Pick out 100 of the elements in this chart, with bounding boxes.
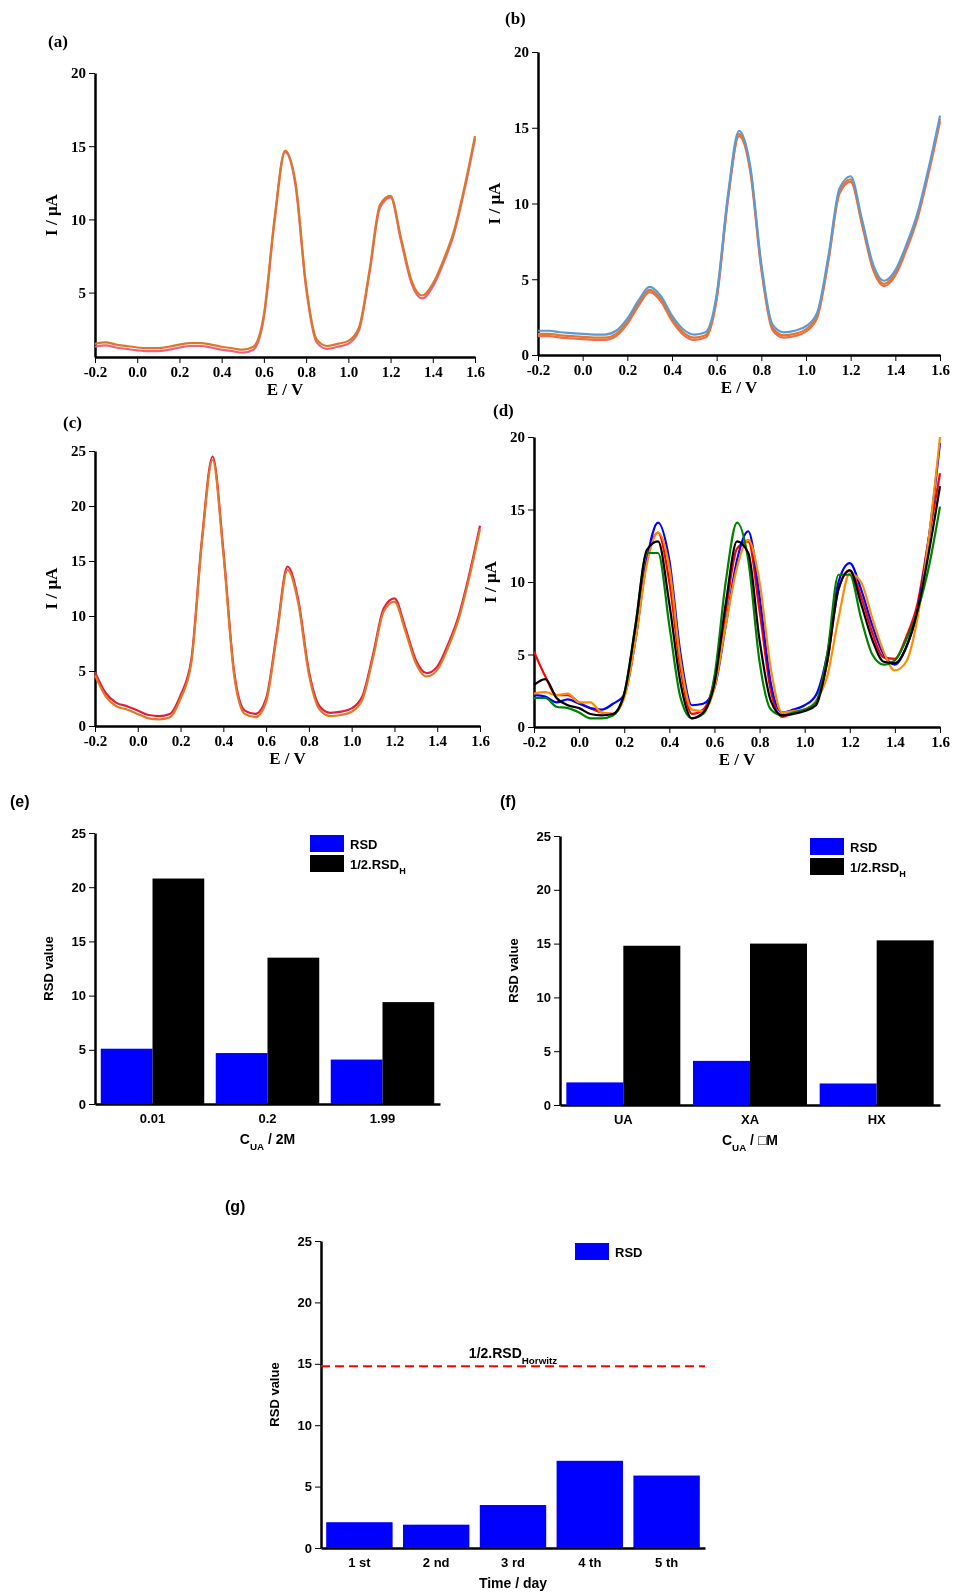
y-tick-label: 15 [514,120,529,137]
x-tick-label: 0.4 [214,732,234,749]
y-tick-label: 5 [78,663,86,680]
x-tick-label: 0.4 [660,733,680,750]
y-tick-label: 15 [71,138,86,155]
x-tick-label: 1.6 [931,361,951,378]
x-tick-label: 1.2 [841,361,861,378]
y-tick-label: 15 [71,553,86,570]
x-tick-label: 1.6 [931,733,951,750]
x-tick-label: -0.2 [83,732,108,749]
y-tick-label: 15 [71,934,86,950]
x-tick-label: 2 nd [422,1555,450,1571]
x-tick-label: 1 st [348,1555,372,1571]
chart-title: (g) [225,1198,246,1215]
x-tick-label: 0.0 [128,732,148,749]
x-tick-label: 1.2 [840,733,860,750]
x-tick-label: 0.0 [573,361,593,378]
x-tick-label: 1.6 [471,732,491,749]
x-tick-label: 0.4 [663,361,683,378]
x-tick-label: 1.0 [342,732,362,749]
y-tick-label: 15 [536,936,551,952]
x-tick-label: 0.2 [615,733,635,750]
y-tick-label: 20 [71,498,86,515]
y-tick-label: 0 [521,347,529,364]
y-tick-label: 20 [71,65,86,82]
legend-label: RSD [615,1245,643,1260]
x-axis-title: C$_{UA}$ / 2M [239,1131,296,1152]
y-tick-label: 15 [510,501,525,518]
x-axis-title: E / V [720,378,758,397]
x-tick-label: HX [867,1112,887,1128]
x-tick-label: 4 th [578,1555,602,1571]
x-tick-label: 1.2 [385,732,405,749]
y-tick-label: 20 [514,44,529,61]
x-tick-label: 0.0 [128,363,148,380]
y-tick-label: 5 [304,1479,312,1495]
x-tick-label: 1.2 [381,363,401,380]
y-axis-title: I / μA [481,560,500,603]
x-tick-label: 3 rd [501,1555,525,1571]
y-tick-label: 20 [297,1295,312,1311]
y-tick-label: 0 [543,1097,551,1113]
x-axis-title: E / V [718,750,756,769]
x-tick-label: 0.8 [300,732,319,749]
x-tick-label: XA [740,1112,760,1128]
x-axis-title: Time / day [478,1575,548,1591]
y-tick-label: 0 [304,1540,312,1556]
x-tick-label: 5 th [655,1555,679,1571]
x-tick-label: 0.8 [297,363,316,380]
chart-title: (c) [63,413,82,432]
x-tick-label: -0.2 [526,361,551,378]
x-tick-label: 1.0 [795,733,815,750]
y-tick-label: 15 [297,1356,312,1372]
x-tick-label: 1.0 [797,361,816,378]
legend-label: 1/2.RSD$_{H}$ [850,860,906,879]
x-tick-label: 0.4 [212,363,233,380]
x-tick-label: 1.4 [886,733,906,750]
x-tick-label: 0.0 [570,733,589,750]
y-axis-title: I / μA [42,193,61,236]
chart-title: (e) [10,793,30,810]
legend-label: RSD [850,840,878,855]
chart-title: (a) [48,32,68,51]
chart-title: (b) [505,9,526,28]
y-tick-label: 0 [78,718,86,735]
y-tick-label: 0 [78,1096,86,1112]
y-tick-label: 10 [71,988,86,1004]
y-tick-label: 5 [78,284,86,301]
x-tick-label: 0.8 [752,361,772,378]
x-tick-label: 1.6 [466,363,486,380]
chart-title: (f) [500,793,516,810]
x-tick-label: 1.0 [339,363,359,380]
x-tick-label: 1.4 [428,732,448,749]
y-tick-label: 5 [521,271,529,288]
x-axis-title: C$_{UA}$ / □M [721,1132,779,1153]
y-axis-title: RSD value [506,938,521,1003]
y-tick-label: 10 [514,195,529,212]
y-tick-label: 5 [517,646,525,663]
x-tick-label: 0.2 [618,361,638,378]
y-tick-label: 25 [71,825,86,841]
x-tick-label: -0.2 [522,733,547,750]
legend-label: 1/2.RSD$_{H}$ [350,857,406,876]
y-tick-label: 25 [536,828,551,844]
legend-label: RSD [350,837,378,852]
x-tick-label: 1.4 [886,361,906,378]
x-tick-label: 0.8 [750,733,770,750]
y-tick-label: 20 [71,879,86,895]
y-axis-title: RSD value [267,1362,282,1427]
x-tick-label: 0.2 [171,732,191,749]
y-tick-label: 10 [510,574,525,591]
x-axis-title: E / V [269,749,307,768]
x-tick-label: 0.6 [255,363,275,380]
y-tick-label: 0 [517,719,525,736]
y-tick-label: 5 [543,1043,551,1059]
y-tick-label: 25 [297,1233,312,1249]
y-axis-title: RSD value [41,936,56,1001]
x-tick-label: 1.4 [423,363,444,380]
y-axis-title: I / μA [42,566,61,610]
ref-line-label: 1/2.RSD$_{Horwitz}$ [468,1345,558,1366]
y-tick-label: 20 [510,429,525,446]
x-tick-label: 1.99 [369,1111,396,1127]
y-tick-label: 20 [536,882,551,898]
y-tick-label: 10 [71,608,86,625]
